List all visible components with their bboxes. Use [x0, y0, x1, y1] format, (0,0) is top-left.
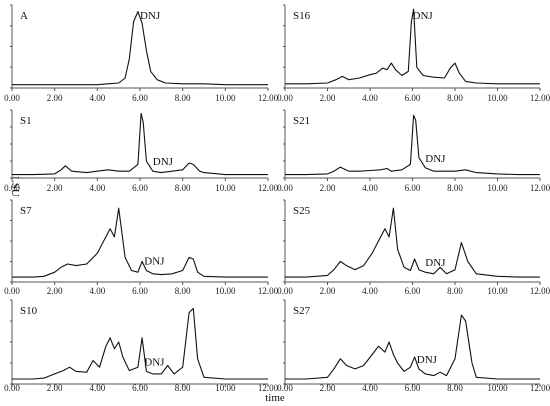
- x-tick-label: 6.00: [132, 286, 148, 296]
- peak-label: DNJ: [144, 356, 165, 368]
- chromatogram-trace: [285, 314, 540, 380]
- panel-title: S16: [293, 10, 311, 22]
- x-tick-label: 10.00: [487, 383, 508, 393]
- peak-label: DNJ: [417, 354, 438, 366]
- x-tick-label: 0.00: [277, 286, 293, 296]
- x-tick-label: 10.00: [487, 93, 508, 103]
- x-tick-label: 10.00: [487, 183, 508, 193]
- x-tick-label: 12.00: [258, 183, 279, 193]
- x-tick-label: 4.00: [89, 286, 105, 296]
- x-tick-label: 6.00: [132, 93, 148, 103]
- x-tick-label: 6.00: [405, 286, 421, 296]
- x-tick-label: 4.00: [89, 383, 105, 393]
- x-tick-label: 12.00: [530, 286, 550, 296]
- x-tick-label: 10.00: [487, 286, 508, 296]
- x-tick-label: 2.00: [320, 286, 336, 296]
- x-tick-label: 2.00: [320, 383, 336, 393]
- peak-label: DNJ: [140, 10, 161, 22]
- x-tick-label: 6.00: [132, 183, 148, 193]
- chromatogram-trace: [12, 307, 268, 380]
- x-tick-label: 2.00: [47, 383, 63, 393]
- x-tick-label: 8.00: [447, 383, 463, 393]
- x-tick-label: 8.00: [175, 286, 191, 296]
- chromatogram-trace: [285, 207, 540, 278]
- y-axis-label: LSU: [9, 176, 21, 197]
- x-tick-label: 0.00: [277, 183, 293, 193]
- peak-label: DNJ: [425, 153, 446, 165]
- x-tick-label: 6.00: [405, 93, 421, 103]
- peak-label: DNJ: [425, 257, 446, 269]
- peak-label: DNJ: [413, 10, 434, 22]
- x-tick-label: 2.00: [47, 183, 63, 193]
- x-tick-label: 0.00: [4, 183, 20, 193]
- panel-title: S27: [293, 305, 311, 317]
- x-tick-label: 12.00: [530, 183, 550, 193]
- x-tick-label: 12.00: [258, 286, 279, 296]
- panel-title: S21: [293, 115, 310, 127]
- x-tick-label: 10.00: [215, 383, 236, 393]
- x-tick-label: 8.00: [175, 383, 191, 393]
- x-axis-label: time: [265, 392, 285, 404]
- x-tick-label: 4.00: [89, 183, 105, 193]
- x-tick-label: 12.00: [258, 383, 279, 393]
- x-tick-label: 8.00: [175, 183, 191, 193]
- x-tick-label: 4.00: [89, 93, 105, 103]
- peak-label: DNJ: [144, 256, 165, 268]
- panel-title: S10: [20, 305, 38, 317]
- chromatogram-trace: [12, 11, 268, 86]
- chromatogram-trace: [285, 8, 540, 85]
- x-tick-label: 0.00: [4, 383, 20, 393]
- x-tick-label: 2.00: [47, 93, 63, 103]
- x-tick-label: 12.00: [530, 383, 550, 393]
- x-tick-label: 0.00: [277, 383, 293, 393]
- x-tick-label: 4.00: [362, 183, 378, 193]
- panel-title: S1: [20, 115, 32, 127]
- x-tick-label: 8.00: [447, 286, 463, 296]
- peak-label: DNJ: [153, 156, 174, 168]
- x-tick-label: 4.00: [362, 93, 378, 103]
- chromatogram-trace: [12, 112, 268, 176]
- x-tick-label: 0.00: [4, 286, 20, 296]
- x-tick-label: 8.00: [175, 93, 191, 103]
- chromatogram-trace: [285, 114, 540, 176]
- x-tick-label: 8.00: [447, 183, 463, 193]
- x-tick-label: 6.00: [405, 183, 421, 193]
- x-tick-label: 2.00: [47, 286, 63, 296]
- chromatogram-trace: [12, 207, 268, 278]
- panel-title: S25: [293, 205, 311, 217]
- x-tick-label: 0.00: [4, 93, 20, 103]
- x-tick-label: 6.00: [405, 383, 421, 393]
- x-tick-label: 10.00: [215, 183, 236, 193]
- x-tick-label: 4.00: [362, 383, 378, 393]
- x-tick-label: 8.00: [447, 93, 463, 103]
- panel-title: A: [20, 10, 28, 22]
- x-tick-label: 2.00: [320, 183, 336, 193]
- x-tick-label: 2.00: [320, 93, 336, 103]
- x-tick-label: 10.00: [215, 93, 236, 103]
- x-tick-label: 4.00: [362, 286, 378, 296]
- x-tick-label: 12.00: [530, 93, 550, 103]
- x-tick-label: 6.00: [132, 383, 148, 393]
- x-tick-label: 10.00: [215, 286, 236, 296]
- x-tick-label: 0.00: [277, 93, 293, 103]
- x-tick-label: 12.00: [258, 93, 279, 103]
- panel-title: S7: [20, 205, 32, 217]
